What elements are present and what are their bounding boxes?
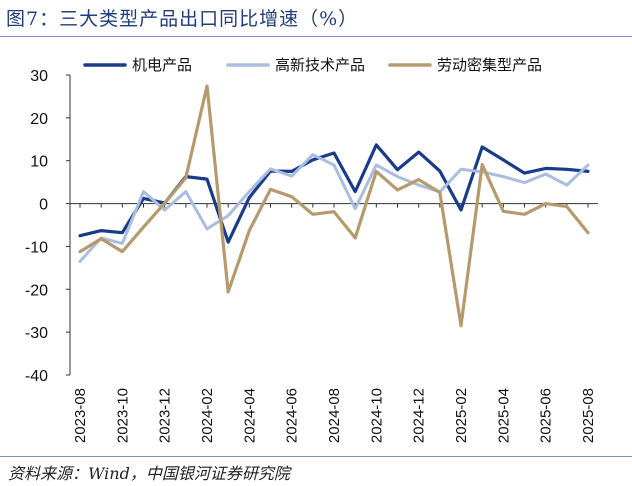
bottom-rule [0,456,632,457]
x-tick-label: 2025-02 [453,388,470,443]
x-tick-label: 2024-04 [241,388,258,443]
x-tick-label: 2024-02 [199,388,216,443]
y-axis: 30 20 10 0 -10 -20 -30 -40 [25,68,71,385]
x-tick-label: 2025-04 [495,388,512,443]
x-tick-label: 2023-12 [157,388,174,443]
x-tick-label: 2024-12 [411,388,428,443]
series-line-1 [78,153,590,263]
y-tick-label: 0 [39,197,48,214]
y-tick-label: -40 [25,368,48,385]
chart-legend: 机电产品 高新技术产品 劳动密集型产品 [83,56,542,74]
chart-title: 图7：三大类型产品出口同比增速（%） [6,8,359,30]
x-axis: 2023-08 2023-10 2023-12 2024-02 2024-04 2024-… [70,203,598,443]
y-tick-label: 30 [30,68,48,85]
series-lines [78,84,590,328]
y-tick-label: -10 [25,239,48,256]
top-rule [0,36,632,37]
legend-label-2: 劳动密集型产品 [437,56,542,74]
series-line-2 [78,84,590,328]
x-tick-label: 2024-06 [284,388,301,443]
source-note: 资料来源：Wind，中国银河证券研究院 [8,464,290,483]
x-tick-label: 2025-08 [580,388,597,443]
y-tick-label: 20 [30,111,48,128]
y-tick-label: -20 [25,282,48,299]
y-tick-label: 10 [30,154,48,171]
x-tick-label: 2024-10 [368,388,385,443]
y-tick-label: -30 [25,325,48,342]
line-chart: 机电产品 高新技术产品 劳动密集型产品 30 20 10 0 -10 -20 -30 -40 20… [25,56,598,443]
legend-label-1: 高新技术产品 [275,56,365,74]
series-line-0 [78,143,590,244]
legend-label-0: 机电产品 [132,56,192,74]
x-tick-label: 2023-10 [114,388,131,443]
x-tick-label: 2023-08 [72,388,89,443]
x-tick-label: 2025-06 [538,388,555,443]
x-tick-label: 2024-08 [326,388,343,443]
